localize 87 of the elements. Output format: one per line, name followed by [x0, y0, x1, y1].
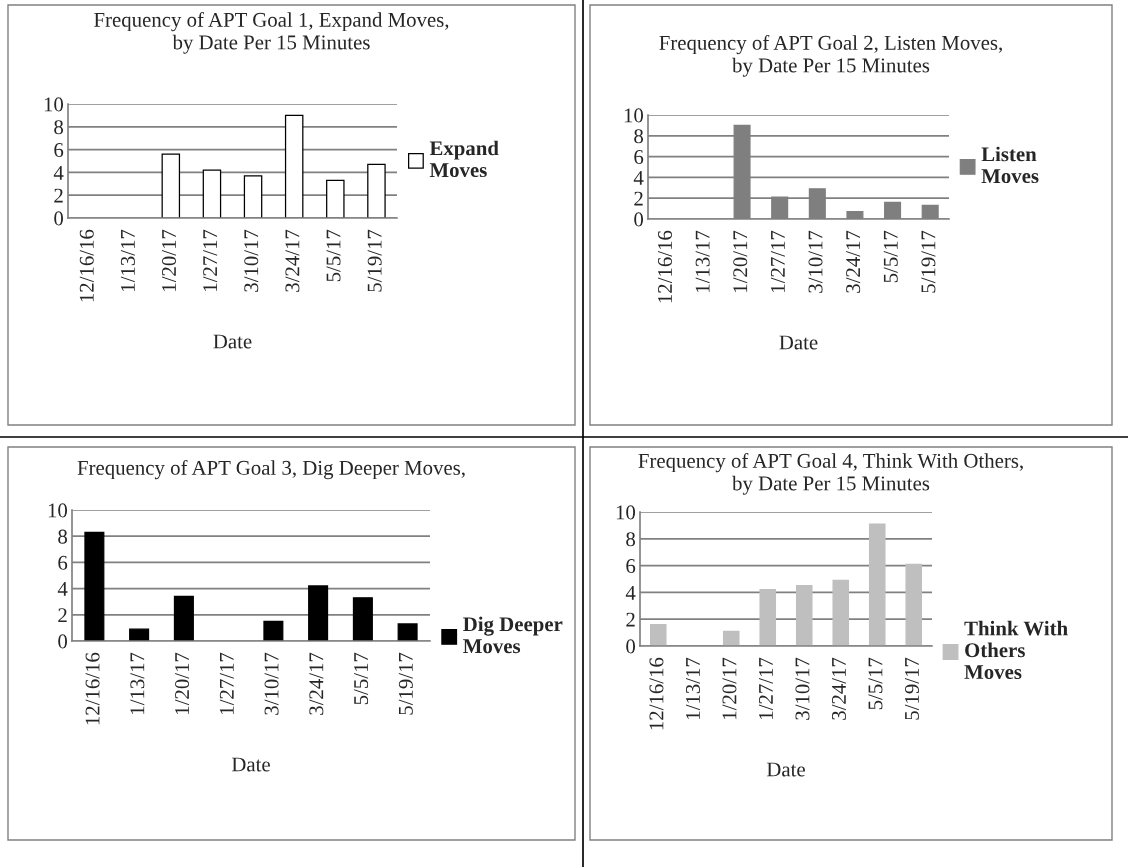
y-tick-label: 2: [54, 188, 63, 203]
x-tick-label: 1/13/17: [685, 657, 700, 719]
x-tick-label: 3/10/17: [264, 652, 279, 715]
x-tick-label: 1/27/17: [758, 657, 773, 719]
y-tick-label: 10: [44, 97, 64, 112]
y-tick-label: 10: [624, 108, 644, 123]
x-tick-label: 1/27/17: [219, 652, 234, 714]
x-tick-label: 12/16/16: [85, 652, 100, 725]
y-tick-label: 8: [634, 129, 644, 144]
x-tick-label: 1/27/17: [203, 229, 218, 291]
x-tick-label: 1/20/17: [175, 652, 190, 714]
x-tick-label: 12/16/16: [649, 657, 664, 730]
y-tick-label: 2: [58, 608, 67, 623]
bar: [284, 114, 304, 218]
legend-label: Expand Moves: [429, 140, 499, 178]
bar: [367, 163, 386, 218]
x-tick-label: 5/5/17: [883, 230, 898, 283]
x-tick-label: 3/24/17: [285, 229, 300, 292]
bar: [263, 620, 284, 641]
x-tick-label: 3/24/17: [831, 657, 846, 720]
x-tick-label: 1/27/17: [770, 230, 785, 292]
bar: [352, 597, 373, 641]
bar: [649, 623, 667, 646]
x-axis-title: Date: [213, 334, 252, 349]
x-tick-label: 5/19/17: [904, 657, 919, 720]
x-tick-label: 5/19/17: [921, 230, 936, 293]
y-tick-label: 8: [626, 532, 636, 547]
y-tick-label: 0: [54, 211, 64, 226]
x-tick-label: 3/10/17: [244, 229, 259, 292]
bar: [202, 169, 222, 218]
legend-label: Think With Others Moves: [964, 620, 1068, 680]
y-tick-label: 8: [54, 120, 64, 135]
bar: [832, 579, 850, 646]
x-tick-label: 5/19/17: [398, 652, 413, 715]
x-tick-label: 1/20/17: [733, 230, 748, 292]
y-tick-label: 6: [626, 559, 636, 574]
x-tick-label: 1/13/17: [695, 230, 710, 292]
bar: [795, 585, 813, 646]
bar: [868, 523, 886, 646]
bar: [308, 585, 329, 641]
x-axis-title: Date: [231, 757, 270, 772]
y-tick-label: 6: [58, 555, 68, 570]
x-tick-label: 3/24/17: [846, 230, 861, 293]
y-tick-label: 4: [625, 585, 636, 600]
bar: [173, 595, 194, 641]
y-tick-label: 10: [616, 505, 636, 520]
x-axis-title: Date: [779, 335, 818, 350]
x-tick-label: 12/16/16: [658, 230, 673, 303]
x-tick-label: 1/20/17: [161, 229, 177, 291]
x-tick-label: 3/10/17: [795, 657, 810, 720]
x-tick-label: 1/13/17: [130, 652, 145, 714]
y-tick-label: 8: [58, 529, 68, 544]
x-tick-label: 1/20/17: [722, 657, 737, 719]
x-tick-label: 5/5/17: [354, 652, 369, 705]
bar: [84, 531, 105, 641]
chart-title: Frequency of APT Goal 2, Listen Moves, by Date Per 15 Minutes: [659, 35, 1002, 77]
bar: [759, 589, 777, 646]
y-tick-label: 0: [626, 639, 636, 654]
y-tick-label: 4: [53, 165, 64, 180]
x-tick-label: 3/24/17: [309, 652, 324, 715]
x-tick-label: 3/10/17: [808, 230, 823, 293]
chart-title: Frequency of APT Goal 4, Think With Others, by Date Per 15 Minutes: [638, 453, 1023, 495]
bar: [243, 175, 263, 218]
y-tick-label: 4: [633, 170, 644, 185]
bar: [397, 623, 418, 641]
bar: [326, 179, 345, 218]
legend-label: Listen Moves: [981, 146, 1039, 184]
bar: [161, 153, 181, 218]
y-tick-label: 2: [634, 191, 643, 206]
chart-title: Frequency of APT Goal 3, Dig Deeper Moves,: [77, 460, 465, 480]
y-tick-label: 2: [626, 612, 635, 627]
y-tick-label: 6: [54, 143, 64, 158]
y-tick-label: 0: [58, 634, 68, 649]
x-tick-label: 5/5/17: [868, 657, 883, 710]
y-tick-label: 6: [634, 150, 644, 165]
y-tick-label: 4: [57, 582, 68, 596]
chart-title: Frequency of APT Goal 1, Expand Moves, by Date Per 15 Minutes: [94, 12, 449, 54]
bar: [905, 563, 923, 646]
y-tick-label: 10: [48, 503, 68, 518]
legend-label: Dig Deeper Moves: [463, 616, 563, 654]
x-tick-label: 1/13/17: [120, 229, 135, 291]
y-tick-label: 0: [634, 212, 644, 227]
x-tick-label: 12/16/16: [79, 229, 94, 302]
x-tick-label: 5/19/17: [367, 229, 382, 292]
bar: [722, 630, 740, 646]
x-axis-title: Date: [766, 762, 805, 777]
x-tick-label: 5/5/17: [326, 229, 341, 282]
